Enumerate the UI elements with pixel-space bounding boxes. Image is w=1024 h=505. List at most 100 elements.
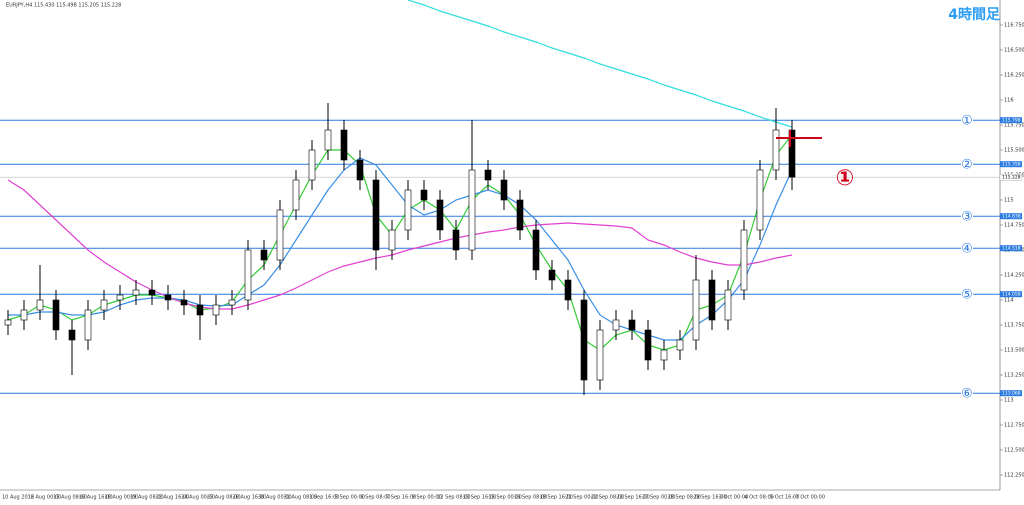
candle-body xyxy=(740,229,748,291)
level-badge-bg xyxy=(961,114,973,127)
candle-body xyxy=(612,319,620,331)
y-tick-label: 112.250 xyxy=(1004,473,1024,479)
candle-body xyxy=(100,299,108,311)
candle-body xyxy=(452,229,460,251)
x-tick-label: 22 Aug 16:00 xyxy=(156,495,190,501)
candle-body xyxy=(660,349,668,361)
candle-body xyxy=(468,169,476,251)
x-tick-label: 15 Aug 08:00 xyxy=(53,495,87,501)
level-label: ② xyxy=(961,158,973,173)
y-tick-label: 113.500 xyxy=(1004,348,1024,354)
current-price-box xyxy=(999,173,1023,181)
candle-body xyxy=(260,249,268,261)
candle-body xyxy=(580,299,588,381)
annotation: ① xyxy=(836,166,855,191)
candle-body xyxy=(212,304,220,316)
candle-body xyxy=(532,229,540,271)
y-tick-label: 115 xyxy=(1004,198,1014,204)
candle-body xyxy=(676,339,684,351)
y-tick-label: 113.750 xyxy=(1004,323,1024,329)
candle-body xyxy=(372,179,380,251)
candle-body xyxy=(20,309,28,321)
y-tick-label: 116.750 xyxy=(1004,23,1024,29)
x-tick-label: 19 Aug 08:00 xyxy=(130,495,164,501)
x-tick-label: 9 Sep 00:00 xyxy=(412,495,442,501)
x-tick-label: 7 Sep 16:00 xyxy=(386,495,416,501)
candle-body xyxy=(628,319,636,331)
candle-body xyxy=(564,279,572,301)
x-tick-label: 5 Oct 16:00 xyxy=(770,495,799,501)
x-tick-label: 31 Aug 08:00 xyxy=(284,495,318,501)
candle-body xyxy=(308,149,316,181)
level-price-box xyxy=(1000,291,1022,298)
y-tick-label: 112.500 xyxy=(1004,448,1024,454)
level-price: 113.068 xyxy=(1002,391,1021,397)
x-tick-label: 30 Aug 00:00 xyxy=(258,495,292,501)
level-badge-bg xyxy=(961,387,973,400)
candle-body xyxy=(36,299,44,311)
candle-body xyxy=(788,129,796,178)
level-badge-bg xyxy=(961,210,973,223)
candle-body xyxy=(388,229,396,251)
x-tick-label: 19 Sep 16:00 xyxy=(540,495,573,501)
level-badge-bg xyxy=(961,158,973,171)
candle-body xyxy=(276,209,284,261)
candle-body xyxy=(340,129,348,161)
x-tick-label: 3 Oct 00:00 xyxy=(719,495,748,501)
symbol-header: EURJPY,H4 115.430 115.498 115.205 115.22… xyxy=(6,3,121,9)
x-tick-label: 25 Aug 08:00 xyxy=(207,495,241,501)
level-label: ③ xyxy=(961,210,973,225)
candle-body xyxy=(772,129,780,171)
level-price-box xyxy=(1000,390,1022,397)
x-tick-label: 26 Aug 16:00 xyxy=(232,495,266,501)
candle-body xyxy=(244,249,252,301)
y-tick-label: 114.750 xyxy=(1004,223,1024,229)
x-tick-label: 24 Aug 00:00 xyxy=(181,495,215,501)
current-price-label: 115.228 xyxy=(1002,175,1021,181)
candle-body xyxy=(420,189,428,201)
candle-body xyxy=(708,279,716,321)
level-label: ④ xyxy=(961,242,973,257)
candle-body xyxy=(548,269,556,281)
candle-body xyxy=(228,299,236,306)
candle-body xyxy=(148,289,156,296)
candle-body xyxy=(484,169,492,181)
x-tick-label: 6 Sep 08:00 xyxy=(360,495,390,501)
x-tick-label: 27 Sep 00:00 xyxy=(642,495,675,501)
x-tick-label: 13 Sep 16:00 xyxy=(463,495,496,501)
y-tick-label: 114 xyxy=(1004,298,1014,304)
y-tick-label: 115.500 xyxy=(1004,148,1024,154)
candle-body xyxy=(324,129,332,151)
candle-body xyxy=(596,329,604,381)
candle-body xyxy=(500,179,508,201)
x-tick-label: 4 Oct 08:00 xyxy=(744,495,773,501)
x-tick-label: 21 Sep 00:00 xyxy=(565,495,598,501)
x-tick-label: 18 Aug 00:00 xyxy=(104,495,138,501)
level-label: ⑤ xyxy=(961,288,973,303)
x-tick-label: 16 Aug 16:00 xyxy=(79,495,113,501)
candle-body xyxy=(516,199,524,231)
moving-average xyxy=(7,179,793,310)
y-tick-label: 116.500 xyxy=(1004,48,1024,54)
level-price: 114.518 xyxy=(1002,246,1021,252)
level-label: ⑥ xyxy=(961,387,973,402)
level-price-box xyxy=(1000,161,1022,168)
candle-body xyxy=(52,299,60,331)
level-price-box xyxy=(1000,245,1022,252)
candle-body xyxy=(756,169,764,231)
x-tick-label: 7 Oct 00:00 xyxy=(796,495,825,501)
x-tick-label: 5 Sep 00:00 xyxy=(335,495,365,501)
x-tick-label: 29 Sep 16:00 xyxy=(693,495,726,501)
x-tick-label: 15 Sep 00:00 xyxy=(488,495,521,501)
candle-body xyxy=(692,279,700,341)
level-price-box xyxy=(1000,213,1022,220)
candle-body xyxy=(404,189,412,231)
x-tick-label: 28 Sep 08:00 xyxy=(668,495,701,501)
candle-body xyxy=(196,304,204,316)
candle-body xyxy=(292,179,300,211)
level-badge-bg xyxy=(961,288,973,301)
moving-average xyxy=(407,0,793,128)
candle-body xyxy=(68,329,76,341)
level-price: 114.838 xyxy=(1002,214,1021,220)
